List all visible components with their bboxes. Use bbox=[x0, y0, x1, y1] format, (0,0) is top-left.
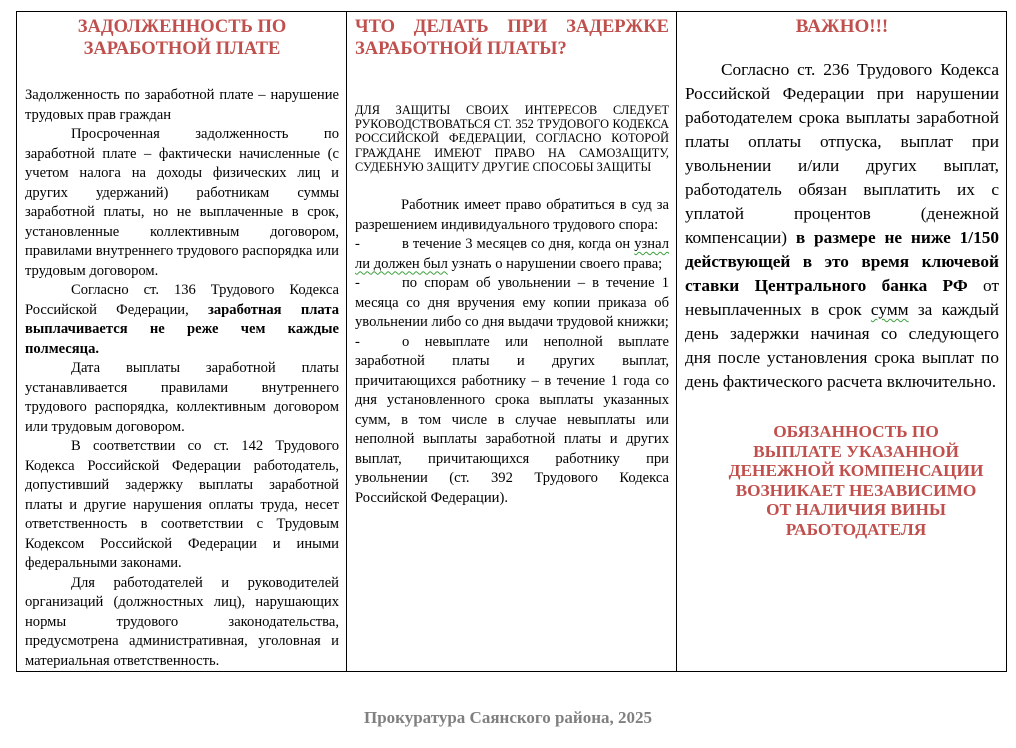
paragraph: Просроченная задолженность по заработной… bbox=[25, 126, 339, 279]
text: узнать о нарушении своего права; bbox=[447, 255, 663, 272]
caps-paragraph: ДЛЯ ЗАЩИТЫ СВОИХ ИНТЕРЕСОВ СЛЕДУЕТ РУКОВ… bbox=[355, 103, 669, 174]
spellcheck-text: сумм bbox=[870, 300, 909, 319]
text: Согласно ст. 236 Трудового Кодекса Росси… bbox=[685, 60, 999, 247]
leaflet-table: ЗАДОЛЖЕННОСТЬ ПО ЗАРАБОТНОЙ ПЛАТЕ Задолж… bbox=[16, 11, 1007, 672]
column-title: ЗАДОЛЖЕННОСТЬ ПО ЗАРАБОТНОЙ ПЛАТЕ bbox=[25, 16, 339, 60]
notice-line: ДЕНЕЖНОЙ КОМПЕНСАЦИИ bbox=[728, 461, 984, 480]
list-item: - по спорам об увольнении – в течение 1 м… bbox=[355, 274, 669, 333]
dash-marker: - bbox=[355, 236, 360, 253]
paragraph: Для работодателей и руководителей органи… bbox=[25, 574, 339, 669]
title-line: ЗАРАБОТНОЙ ПЛАТЕ bbox=[83, 39, 281, 59]
paragraph: Согласно ст. 236 Трудового Кодекса Росси… bbox=[685, 58, 999, 394]
column-wage-debt: ЗАДОЛЖЕННОСТЬ ПО ЗАРАБОТНОЙ ПЛАТЕ Задолж… bbox=[16, 11, 347, 672]
paragraph: Задолженность по заработной плате – нару… bbox=[25, 87, 339, 123]
dash-marker: - bbox=[355, 275, 360, 292]
bold-text: в размере не ниже 1/150 действующей в эт… bbox=[685, 228, 999, 295]
text: о невыплате или неполной выплате заработ… bbox=[355, 333, 669, 506]
paragraph: Работник имеет право обратиться в суд за… bbox=[355, 197, 669, 233]
bold-text: заработная плата выплачивается не реже ч… bbox=[25, 301, 339, 357]
notice-block: ОБЯЗАННОСТЬ ПО ВЫПЛАТЕ УКАЗАННОЙ ДЕНЕЖНО… bbox=[685, 422, 999, 539]
text: Согласно ст. 136 Трудового Кодекса Росси… bbox=[25, 282, 339, 318]
column-important: ВАЖНО!!! Согласно ст. 236 Трудового Коде… bbox=[676, 11, 1007, 672]
column-title: ЧТО ДЕЛАТЬ ПРИ ЗАДЕРЖКЕ ЗАРАБОТНОЙ ПЛАТЫ… bbox=[355, 17, 669, 59]
list-item: - в течение 3 месяцев со дня, когда он уз… bbox=[355, 235, 669, 274]
column-what-to-do: ЧТО ДЕЛАТЬ ПРИ ЗАДЕРЖКЕ ЗАРАБОТНОЙ ПЛАТЫ… bbox=[346, 11, 677, 672]
notice-line: ВЫПЛАТЕ УКАЗАННОЙ bbox=[753, 441, 959, 461]
list-item: -о невыплате или неполной выплате зарабо… bbox=[355, 333, 669, 509]
notice-line: ОБЯЗАННОСТЬ ПО bbox=[773, 422, 939, 441]
notice-line: ВОЗНИКАЕТ НЕЗАВИСИМО bbox=[735, 480, 977, 500]
spellcheck-text: узнал ли должен был bbox=[355, 236, 669, 272]
text: в течение 3 месяцев со дня, когда он bbox=[402, 236, 635, 253]
column-title: ВАЖНО!!! bbox=[795, 16, 889, 37]
paragraph: В соответствии со ст. 142 Трудового Коде… bbox=[25, 438, 339, 571]
footer-credit: Прокуратура Саянского района, 2025 bbox=[363, 708, 653, 727]
paragraph: Дата выплаты заработной платы устанавлив… bbox=[25, 360, 339, 435]
paragraph: Согласно ст. 136 Трудового Кодекса Росси… bbox=[25, 281, 339, 359]
notice-line: РАБОТОДАТЕЛЯ bbox=[785, 519, 927, 539]
title-line: ЗАДОЛЖЕННОСТЬ ПО bbox=[77, 17, 287, 37]
text: по спорам об увольнении – в течение 1 ме… bbox=[355, 275, 669, 331]
dash-marker: - bbox=[355, 333, 360, 350]
text: от невыплаченных в срок bbox=[685, 276, 999, 319]
text: за каждый день задержки начиная со следу… bbox=[685, 300, 999, 391]
notice-line: ОТ НАЛИЧИЯ ВИНЫ bbox=[766, 500, 946, 519]
